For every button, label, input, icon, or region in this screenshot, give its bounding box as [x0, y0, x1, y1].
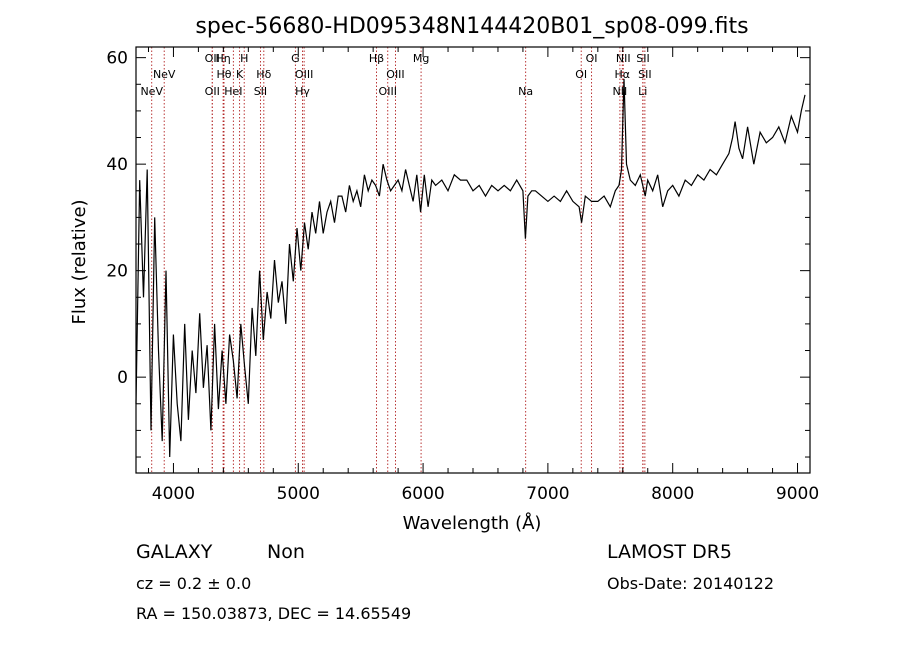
spectral-line-label: HeI [224, 85, 242, 98]
spectral-line-label: NeV [140, 85, 163, 98]
spectral-line-label: Na [518, 85, 533, 98]
spectral-line-label: H [240, 52, 248, 65]
y-tick-label: 20 [106, 262, 128, 282]
spectral-line-label: Hθ [216, 68, 231, 81]
spectral-line-label: OIII [386, 68, 404, 81]
spectral-line-labels: NeVNeVOIIOIIHηHθHeIKHSIIHδGOIIIHγHβOIIIO… [140, 52, 651, 98]
x-tick-label: 9000 [776, 484, 819, 504]
spectral-line-label: Hδ [256, 68, 271, 81]
chart-title: spec-56680-HD095348N144420B01_sp08-099.f… [195, 14, 748, 39]
spectral-line-label: K [236, 68, 244, 81]
y-tick-label: 40 [106, 155, 128, 175]
spectrum-series [135, 78, 806, 458]
spectral-line-markers [151, 47, 646, 473]
y-tick-label: 60 [106, 49, 128, 69]
spectral-line-label: NII [616, 52, 631, 65]
spectral-line-label: Hα [615, 68, 631, 81]
spectral-line-label: OIII [295, 68, 313, 81]
x-tick-label: 5000 [277, 484, 320, 504]
x-tick-label: 4000 [152, 484, 195, 504]
x-tick-label: 6000 [401, 484, 444, 504]
spectral-line-label: Li [638, 85, 647, 98]
spectral-line-label: SII [254, 85, 267, 98]
spectral-line-label: Mg [413, 52, 429, 65]
object-subclass: Non [267, 541, 305, 563]
x-axis-ticks: 4000 5000 6000 7000 8000 9000 [147, 47, 819, 504]
spectral-line-label: OIII [379, 85, 397, 98]
spectral-line-label: OI [586, 52, 598, 65]
survey-name: LAMOST DR5 [607, 541, 732, 563]
y-axis-ticks: 0 20 40 60 [106, 49, 810, 458]
spectral-line-label: Hβ [369, 52, 384, 65]
spectral-line-label: SII [636, 52, 649, 65]
ra-dec-coords: RA = 150.03873, DEC = 14.65549 [136, 604, 411, 623]
object-class: GALAXY [136, 541, 213, 563]
spectral-line-label: Hγ [295, 85, 310, 98]
x-axis-label: Wavelength (Å) [403, 512, 542, 534]
spectral-line-label: NeV [153, 68, 176, 81]
spectral-line-label: G [291, 52, 300, 65]
obs-date: Obs-Date: 20140122 [607, 574, 774, 593]
spectral-line-label: OI [575, 68, 587, 81]
redshift-cz: cz = 0.2 ± 0.0 [136, 574, 251, 593]
spectral-line-label: OII [205, 85, 220, 98]
spectral-line-label: SII [638, 68, 651, 81]
spectral-line-label: Hη [215, 52, 230, 65]
y-tick-label: 0 [117, 368, 128, 388]
x-tick-label: 8000 [651, 484, 694, 504]
x-tick-label: 7000 [526, 484, 569, 504]
spectral-line-label: OII [205, 52, 220, 65]
y-axis-label: Flux (relative) [69, 199, 90, 324]
plot-frame [135, 46, 811, 474]
